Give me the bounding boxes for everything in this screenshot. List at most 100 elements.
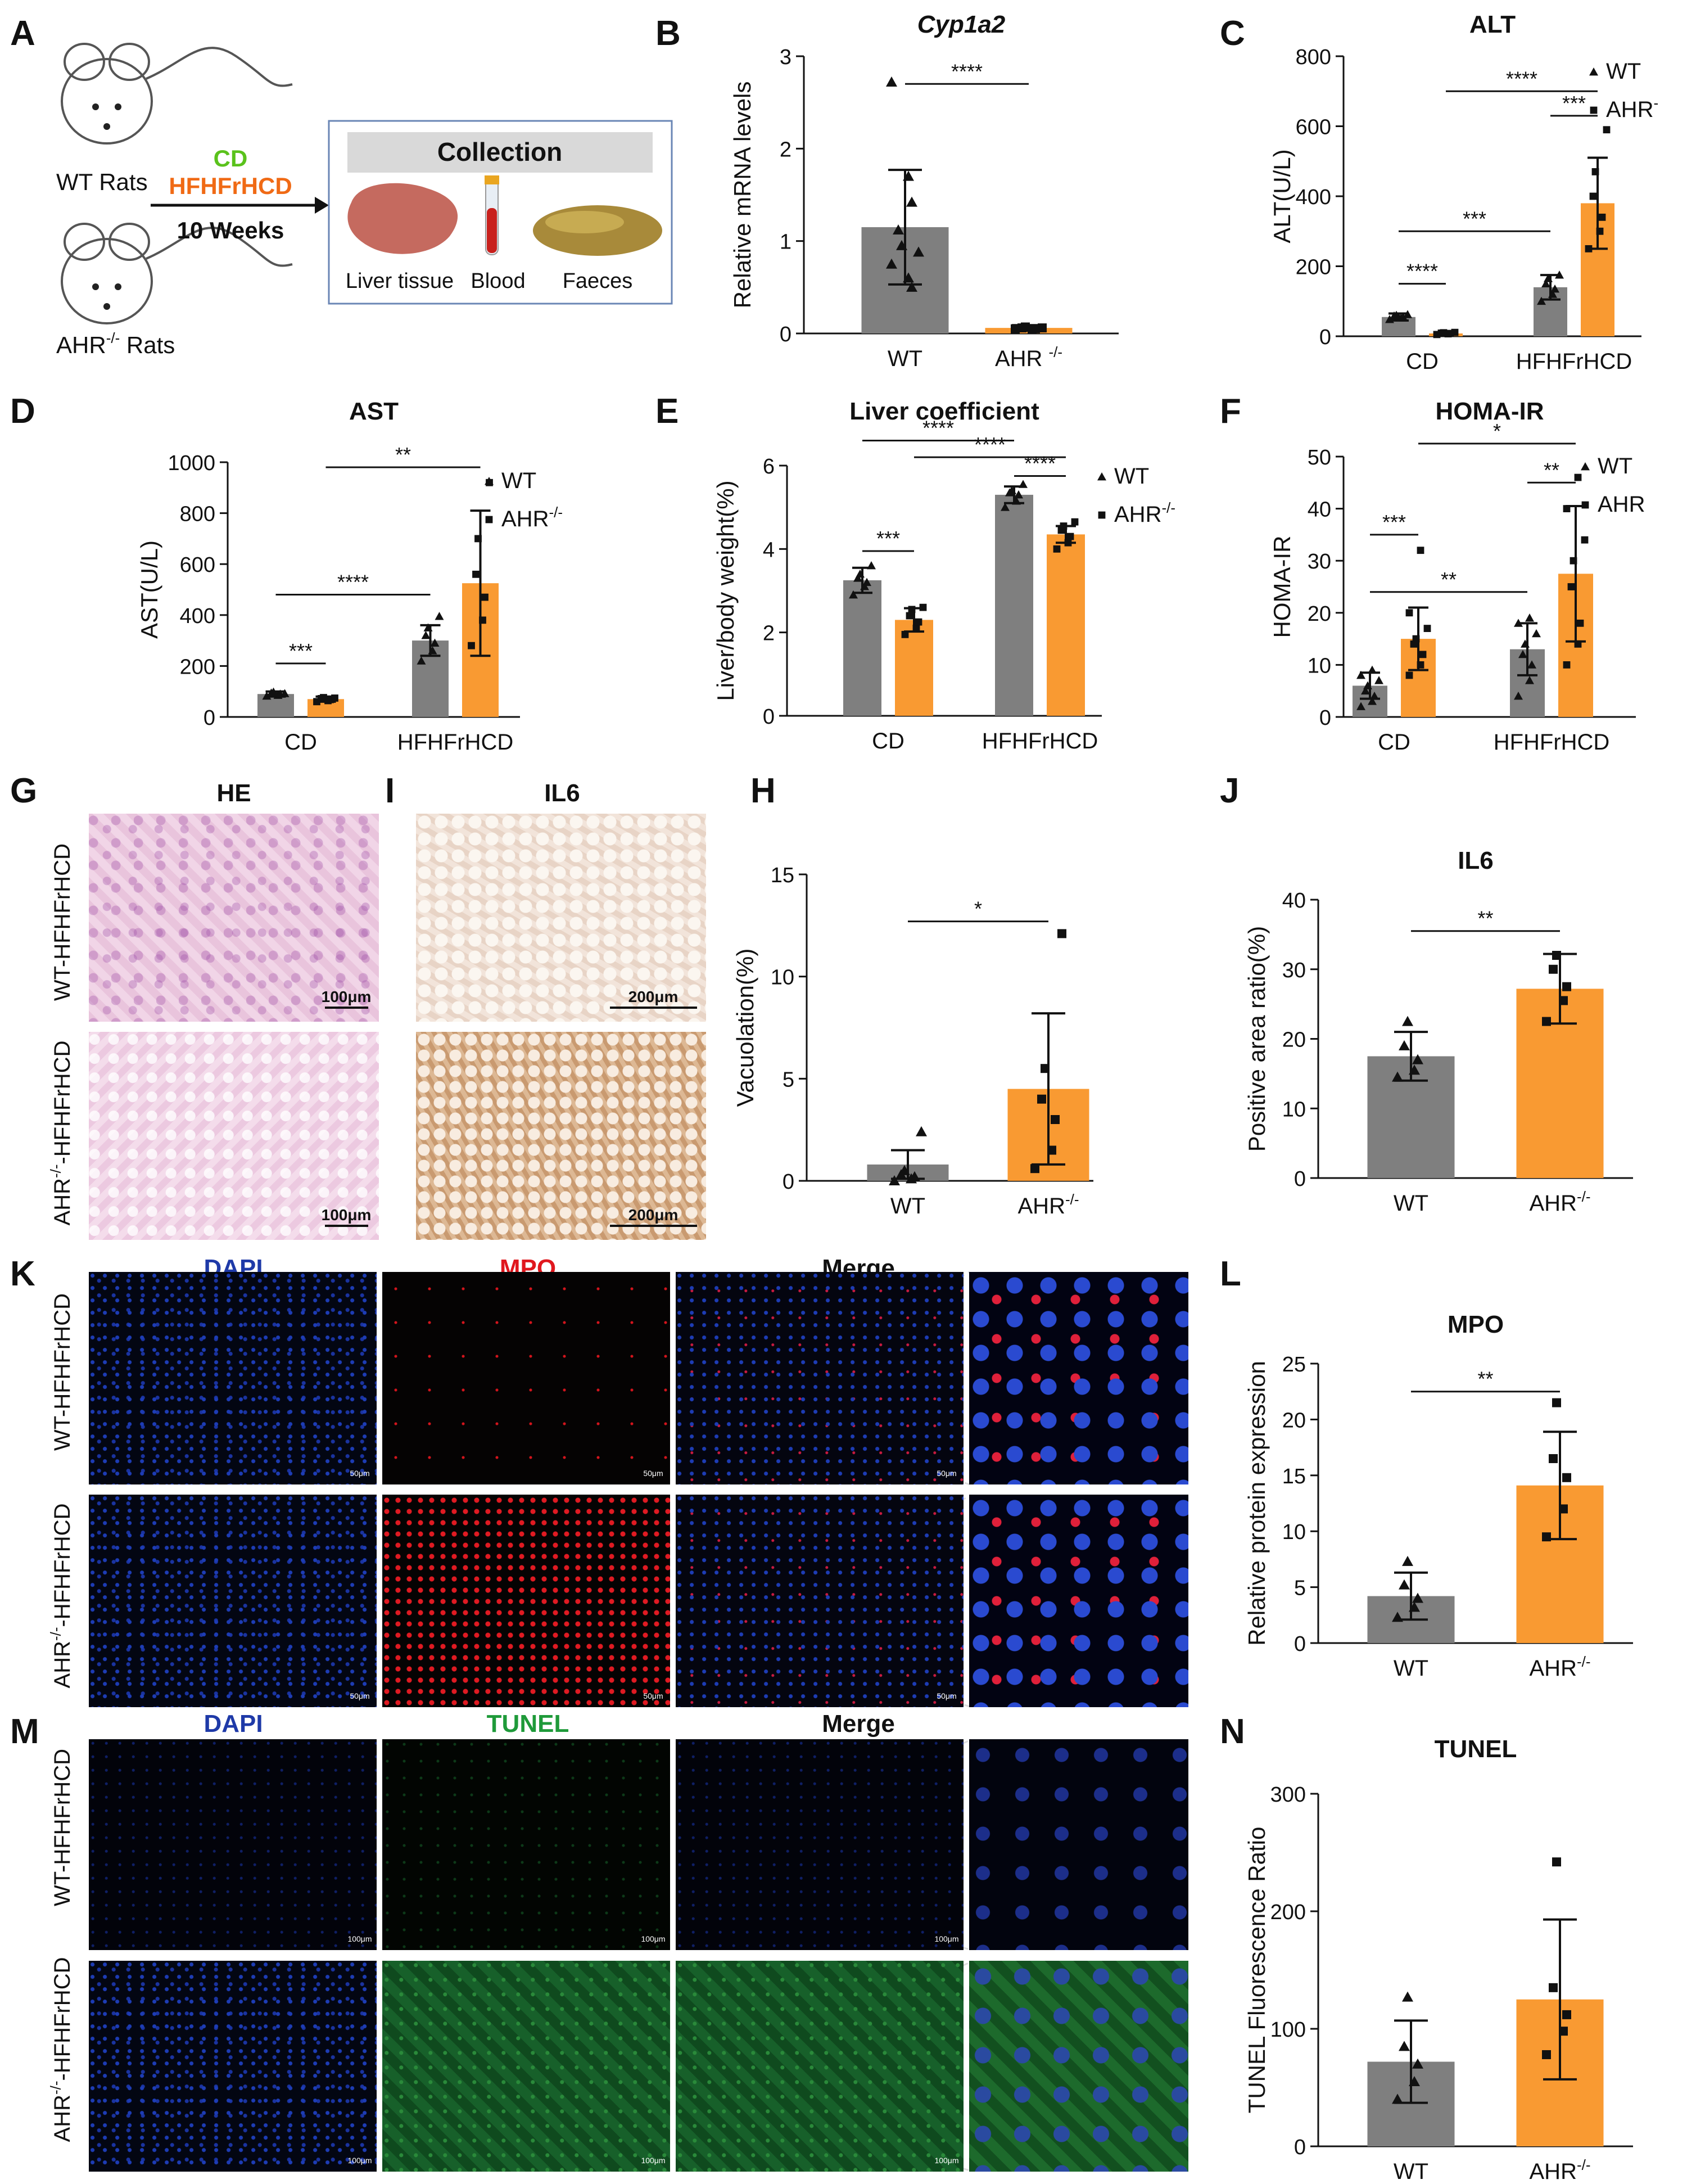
y-tick-label: 1 xyxy=(780,231,792,254)
panel-letter-k: K xyxy=(10,1255,35,1293)
x-tick-label: AHR-/- xyxy=(1018,1191,1079,1219)
significance-label: ** xyxy=(1477,907,1493,930)
panel-k-row2-label: AHR-/--HFHFrHCD xyxy=(47,1504,75,1689)
chart-title: HOMA-IR xyxy=(1435,398,1544,425)
x-tick-label: HFHFrHCD xyxy=(1516,349,1632,374)
panel-letter-n: N xyxy=(1220,1712,1245,1751)
y-axis-label: Relative protein expression xyxy=(1243,1361,1270,1646)
chart-panel-d: 0 200 400 600 800 1000 AST(U/L) AST CD HFHFrHCD **… xyxy=(136,398,563,755)
x-tick-label: HFHFrHCD xyxy=(1494,730,1610,755)
data-point-triangle xyxy=(1012,497,1021,505)
chart-panel-l: 0 5 10 15 20 25 Relative protein expression MPO… xyxy=(1243,1311,1633,1681)
chart-title: AST xyxy=(349,398,399,425)
data-point-triangle xyxy=(1402,1991,1413,2002)
bar xyxy=(1047,534,1085,716)
duration-label: 10 Weeks xyxy=(177,217,284,243)
data-point-triangle xyxy=(1537,296,1546,305)
data-point-square xyxy=(1038,323,1047,333)
liver-icon xyxy=(347,183,458,254)
panel-letter-j: J xyxy=(1220,771,1239,810)
legend-label: AHR xyxy=(1598,492,1645,517)
data-point-square xyxy=(1552,1857,1561,1867)
y-axis-label: Relative mRNA levels xyxy=(729,82,756,309)
significance-label: **** xyxy=(1506,67,1537,90)
y-tick-label: 0 xyxy=(780,323,792,346)
data-point-square xyxy=(1549,1454,1558,1463)
data-point-triangle xyxy=(1409,2076,1420,2087)
blood-cap xyxy=(485,175,499,184)
data-point-square xyxy=(919,603,927,611)
diet-hf-label: HFHFrHCD xyxy=(169,173,292,199)
data-point-square xyxy=(1542,2050,1551,2059)
legend-marker xyxy=(1098,511,1106,519)
data-point-triangle xyxy=(1001,503,1010,511)
y-tick-label: 2 xyxy=(780,138,792,161)
y-tick-label: 100 xyxy=(1270,2018,1306,2042)
data-point-triangle xyxy=(1019,480,1028,488)
data-point-triangle xyxy=(899,1165,910,1175)
data-point-triangle xyxy=(1518,649,1527,658)
x-tick-label: HFHFrHCD xyxy=(982,729,1098,753)
data-point-triangle xyxy=(1550,284,1559,293)
panel-g-row1-label: WT-HFHFrHCD xyxy=(50,843,75,1001)
x-tick-label: CD xyxy=(872,729,904,753)
data-point-square xyxy=(1591,168,1599,175)
y-tick-label: 20 xyxy=(1308,602,1331,626)
legend-marker xyxy=(1581,501,1589,509)
panel-g-title: HE xyxy=(216,779,251,807)
y-tick-label: 0 xyxy=(1294,2136,1306,2159)
k-ahr-mpo-image xyxy=(382,1495,670,1707)
data-point-square xyxy=(912,624,920,632)
data-point-triangle xyxy=(1385,315,1394,323)
data-point-square xyxy=(1596,227,1604,235)
data-point-square xyxy=(908,606,916,613)
chart-title: MPO xyxy=(1448,1311,1504,1338)
arrow-head-icon xyxy=(315,197,329,214)
significance-label: **** xyxy=(1024,452,1056,475)
y-tick-label: 5 xyxy=(1294,1577,1306,1600)
m-wt-dapi-image xyxy=(89,1739,377,1950)
data-point-triangle xyxy=(1399,2041,1410,2051)
significance-label: * xyxy=(974,897,982,920)
y-axis-label: HOMA-IR xyxy=(1269,536,1295,638)
data-point-triangle xyxy=(1361,686,1370,695)
y-axis-label: TUNEL Fluorescence Ratio xyxy=(1243,1827,1270,2114)
he-wt-micrograph xyxy=(89,814,379,1022)
chart-title: Cyp1a2 xyxy=(917,11,1006,38)
significance-label: *** xyxy=(1382,511,1406,534)
data-point-triangle xyxy=(1541,279,1550,288)
wt-rats-label: WT Rats xyxy=(56,169,148,195)
significance-label: **** xyxy=(337,571,369,594)
significance-label: *** xyxy=(289,639,313,662)
chart-panel-h: 0 5 10 15 Vacuolation(%) WT AHR-/- * xyxy=(732,864,1093,1219)
panel-i-title: IL6 xyxy=(544,779,580,807)
data-point-triangle xyxy=(860,582,869,590)
x-tick-label: WT xyxy=(1394,2159,1428,2184)
data-point-square xyxy=(1011,324,1020,333)
x-tick-label: HFHFrHCD xyxy=(397,730,514,755)
data-point-triangle xyxy=(1532,629,1541,638)
data-point-triangle xyxy=(906,196,917,207)
data-point-triangle xyxy=(417,656,426,665)
data-point-square xyxy=(468,642,475,649)
data-point-triangle xyxy=(1392,1612,1403,1622)
data-point-square xyxy=(1417,661,1424,669)
x-tick-label: AHR-/- xyxy=(1530,1188,1591,1216)
x-tick-label: AHR -/- xyxy=(995,344,1062,371)
data-point-triangle xyxy=(909,1171,920,1181)
data-point-triangle xyxy=(916,1126,927,1136)
y-tick-label: 800 xyxy=(180,503,215,526)
y-tick-label: 300 xyxy=(1270,1783,1306,1807)
data-point-square xyxy=(1549,964,1558,974)
k-ahr-dapi-image xyxy=(89,1495,377,1707)
data-point-square xyxy=(1603,126,1611,134)
data-point-square xyxy=(906,612,913,620)
data-point-triangle xyxy=(1409,1064,1420,1075)
y-tick-label: 600 xyxy=(1296,116,1331,139)
data-point-square xyxy=(901,630,909,638)
k-wt-zoom-image xyxy=(969,1272,1188,1484)
data-point-square xyxy=(1417,547,1424,554)
liver-label: Liver tissue xyxy=(346,269,454,293)
legend-marker xyxy=(1589,67,1598,76)
